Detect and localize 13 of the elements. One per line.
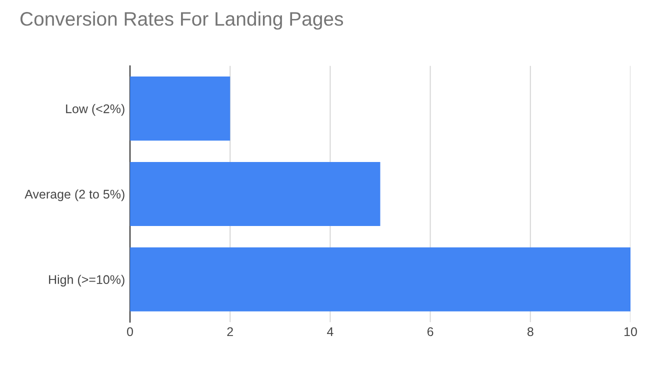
bar xyxy=(130,162,380,226)
x-tick-label: 10 xyxy=(624,327,637,336)
x-tick-label: 4 xyxy=(327,327,334,336)
x-tick-label: 8 xyxy=(527,327,534,336)
x-tick-label: 6 xyxy=(427,327,434,336)
y-tick-label: High (>=10%) xyxy=(49,274,124,287)
bar xyxy=(130,247,630,312)
y-tick-label: Low (<2%) xyxy=(66,104,124,116)
y-tick-label: Average (2 to 5%) xyxy=(24,189,124,202)
bar xyxy=(130,76,230,141)
chart-title: Conversion Rates For Landing Pages xyxy=(20,12,344,30)
x-tick-label: 0 xyxy=(127,327,133,336)
x-tick-label: 2 xyxy=(227,327,233,336)
